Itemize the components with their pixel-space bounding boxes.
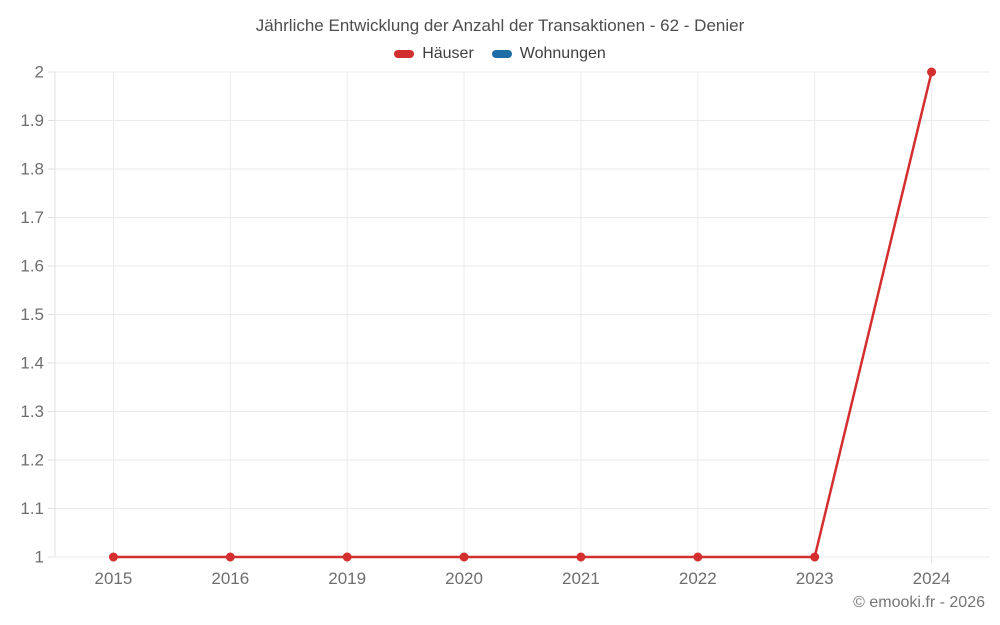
wohnungen-legend-marker-icon	[491, 50, 512, 58]
data-point[interactable]	[576, 552, 586, 562]
haeuser-legend-marker-icon	[394, 50, 415, 58]
x-tick-label: 2015	[95, 569, 133, 588]
x-tick-label: 2022	[679, 569, 717, 588]
copyright-text: © emooki.fr - 2026	[853, 594, 985, 611]
data-point[interactable]	[342, 552, 352, 562]
y-tick-label: 1.7	[20, 208, 44, 227]
chart-legend: Häuser Wohnungen	[0, 45, 1000, 63]
x-tick-label: 2019	[328, 569, 366, 588]
y-tick-label: 1	[35, 548, 44, 567]
data-point[interactable]	[225, 552, 235, 562]
legend-label-wohnungen: Wohnungen	[519, 45, 606, 62]
y-tick-label: 1.8	[20, 160, 44, 179]
data-point[interactable]	[927, 67, 937, 77]
x-tick-label: 2024	[913, 569, 951, 588]
y-tick-label: 1.2	[20, 451, 44, 470]
y-tick-label: 1.1	[20, 499, 44, 518]
x-tick-label: 2021	[562, 569, 600, 588]
legend-item-wohnungen[interactable]: Wohnungen	[491, 45, 606, 63]
legend-item-haeuser[interactable]: Häuser	[394, 45, 474, 63]
data-point[interactable]	[108, 552, 118, 562]
x-tick-label: 2016	[211, 569, 249, 588]
y-tick-label: 1.5	[20, 305, 44, 324]
data-point[interactable]	[459, 552, 469, 562]
y-tick-label: 2	[35, 63, 44, 82]
y-tick-label: 1.6	[20, 257, 44, 276]
x-tick-label: 2023	[796, 569, 834, 588]
legend-label-haeuser: Häuser	[422, 45, 474, 62]
data-point[interactable]	[810, 552, 820, 562]
x-tick-label: 2020	[445, 569, 483, 588]
data-point[interactable]	[693, 552, 703, 562]
series-line[interactable]	[113, 71, 933, 559]
y-tick-label: 1.4	[20, 354, 44, 373]
chart-title: Jährliche Entwicklung der Anzahl der Tra…	[255, 16, 745, 35]
y-tick-label: 1.9	[20, 111, 44, 130]
y-tick-label: 1.3	[20, 402, 44, 421]
